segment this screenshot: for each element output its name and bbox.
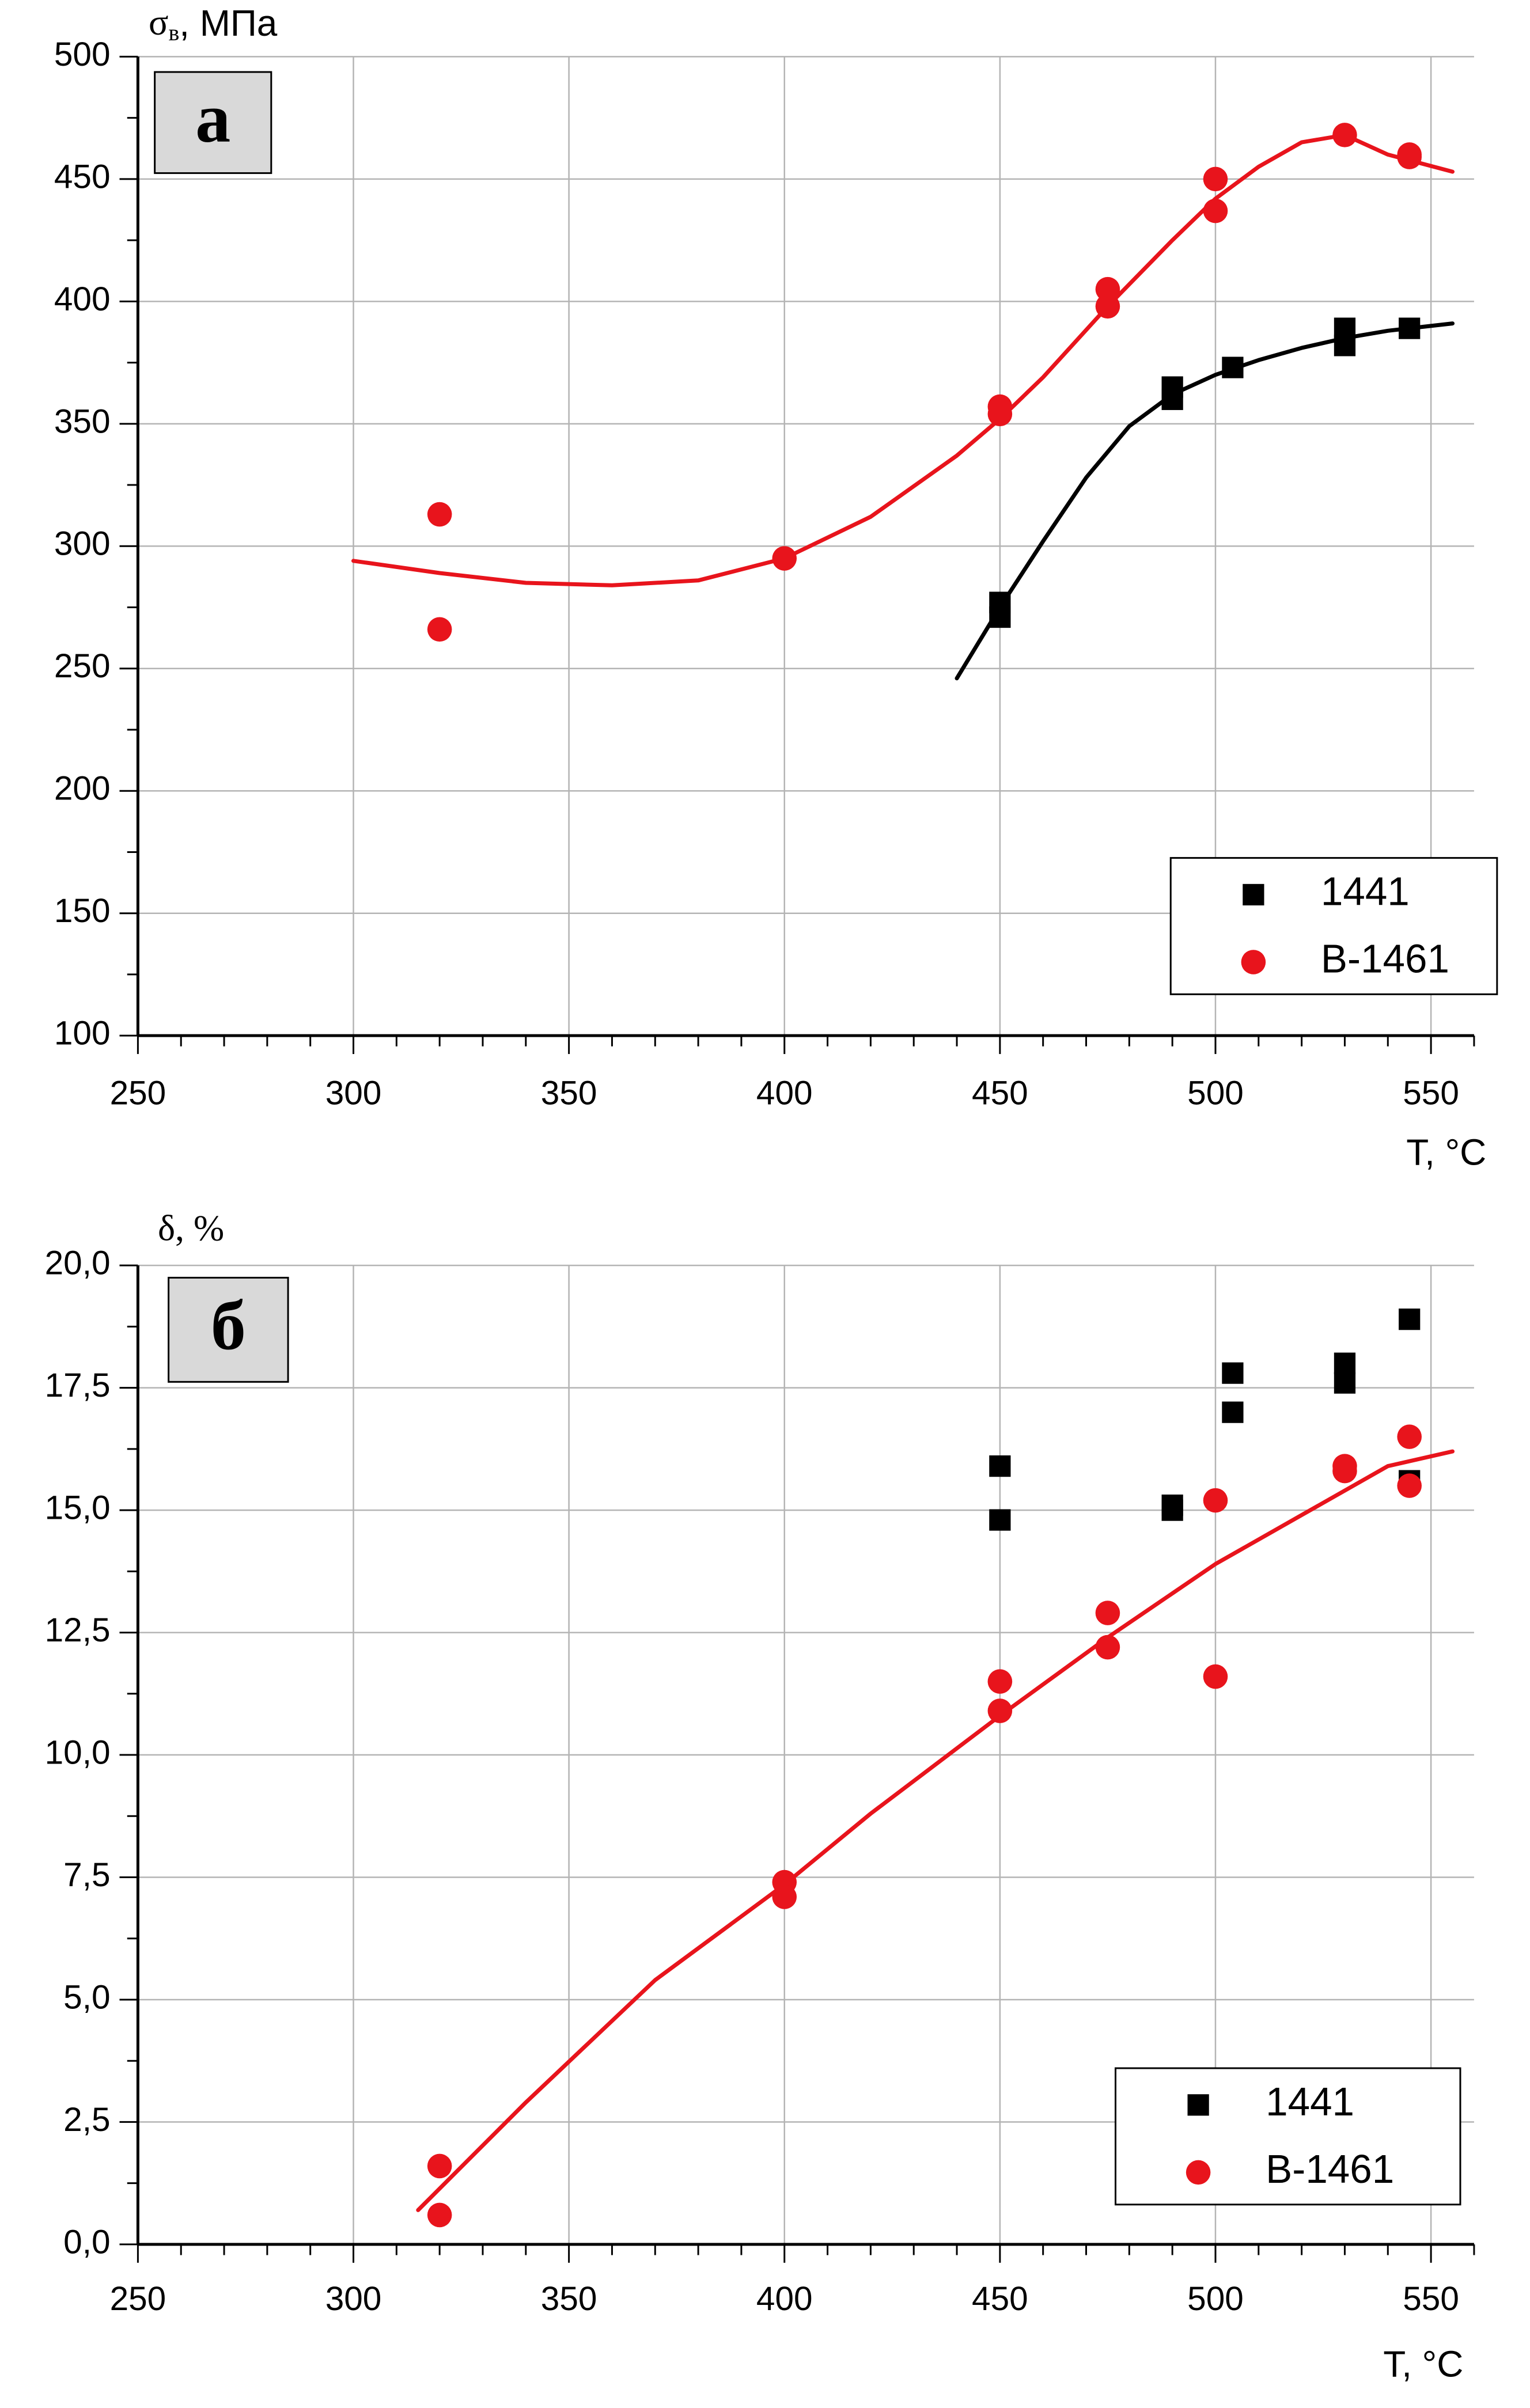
data-point — [1203, 166, 1228, 192]
legend: 1441 В-1461 — [1169, 857, 1498, 995]
panel-badge-box — [168, 1276, 289, 1383]
x-tick-label: 500 — [1187, 2280, 1244, 2318]
data-point — [1161, 376, 1183, 398]
legend: 1441 В-1461 — [1114, 2067, 1461, 2206]
data-point — [989, 1455, 1011, 1477]
x-tick-label: 350 — [541, 1074, 597, 1112]
x-tick-label: 400 — [756, 1074, 813, 1112]
data-point — [1222, 1362, 1244, 1384]
data-point — [1397, 1424, 1422, 1449]
y-tick-label: 300 — [54, 525, 111, 563]
fit-curve — [351, 132, 1455, 587]
legend-marker — [1243, 883, 1264, 906]
chart-panel-1: 250 300 350 400 450 500 550 100 150 200 250 300 350 4… — [54, 2, 1498, 1173]
legend-marker — [1187, 2094, 1209, 2116]
data-point — [1334, 1372, 1356, 1394]
x-tick-label: 400 — [756, 2280, 813, 2318]
y-tick-label: 100 — [54, 1015, 111, 1052]
data-point — [772, 1884, 797, 1909]
data-point — [1095, 1635, 1120, 1660]
y-tick-label: 350 — [54, 403, 111, 440]
data-point — [1397, 142, 1422, 167]
panel-badge-label: б — [211, 1287, 246, 1364]
y-tick-label: 200 — [54, 770, 111, 807]
panel-badge: а — [154, 71, 272, 175]
x-tick-label: 250 — [110, 2280, 166, 2318]
y-tick-label: 150 — [54, 892, 111, 930]
legend-label: 1441 — [1266, 2079, 1354, 2124]
data-point — [1095, 294, 1120, 319]
data-point — [1203, 1664, 1228, 1689]
data-point — [1095, 276, 1120, 302]
y-tick-label: 10,0 — [45, 1734, 111, 1771]
chart-panel-2: 250 300 350 400 450 500 550 0,0 2,5 5,0 7,5 10,0 12,… — [45, 1207, 1475, 2385]
data-point — [1332, 1454, 1357, 1478]
legend-label: В-1461 — [1266, 2147, 1394, 2191]
y-tick-label: 15,0 — [45, 1489, 111, 1527]
x-tick-label: 450 — [972, 1074, 1028, 1112]
panel-badge-box — [154, 71, 272, 175]
y-axis-label: σв, МПа — [149, 2, 278, 45]
data-point — [989, 591, 1011, 613]
data-point — [1334, 317, 1356, 339]
data-point — [427, 2153, 452, 2179]
legend-label: В-1461 — [1321, 936, 1449, 981]
legend-marker — [1186, 2160, 1211, 2185]
y-tick-label: 400 — [54, 280, 111, 318]
data-point — [987, 1698, 1013, 1723]
x-axis-label: T, °C — [1383, 2343, 1463, 2385]
data-point — [987, 1669, 1013, 1694]
data-point — [1334, 1352, 1356, 1374]
data-point — [427, 617, 452, 642]
data-point — [987, 394, 1013, 419]
panel-badge: б — [168, 1276, 289, 1383]
y-tick-label: 5,0 — [63, 1978, 110, 2016]
y-tick-label: 250 — [54, 647, 111, 685]
x-axis-label: T, °C — [1406, 1131, 1486, 1173]
y-tick-label: 2,5 — [63, 2101, 110, 2138]
data-point — [989, 1509, 1011, 1531]
y-tick-label: 500 — [54, 36, 111, 73]
data-point — [1203, 1488, 1228, 1513]
legend-marker — [1241, 950, 1266, 974]
y-axis-label: δ, % — [158, 1207, 224, 1248]
data-point — [1397, 1473, 1422, 1498]
fit-curve — [955, 321, 1455, 681]
x-tick-label: 350 — [541, 2280, 597, 2318]
x-tick-label: 500 — [1187, 1074, 1244, 1112]
data-point — [1222, 1401, 1244, 1423]
data-point — [1203, 198, 1228, 223]
data-point — [1161, 1494, 1183, 1516]
data-point — [772, 546, 797, 571]
y-tick-label: 7,5 — [63, 1856, 110, 1894]
x-tick-label: 550 — [1403, 1074, 1459, 1112]
y-tick-label: 450 — [54, 158, 111, 195]
y-tick-label: 0,0 — [63, 2223, 110, 2261]
legend-box — [1169, 857, 1498, 995]
data-point — [1399, 317, 1421, 339]
y-tick-label: 20,0 — [45, 1245, 111, 1282]
y-tick-label: 17,5 — [45, 1367, 111, 1404]
data-point — [1095, 1601, 1120, 1625]
legend-box — [1114, 2067, 1461, 2206]
x-tick-label: 450 — [972, 2280, 1028, 2318]
data-point — [427, 2202, 452, 2228]
panel-badge-label: а — [195, 79, 230, 157]
data-point — [1332, 123, 1357, 147]
data-point — [1222, 357, 1244, 378]
x-tick-label: 300 — [325, 1074, 382, 1112]
x-tick-label: 250 — [110, 1074, 166, 1112]
data-point — [1399, 1309, 1421, 1330]
legend-label: 1441 — [1321, 869, 1410, 914]
x-tick-label: 300 — [325, 2280, 382, 2318]
x-tick-label: 550 — [1403, 2280, 1459, 2318]
data-point — [427, 502, 452, 527]
y-tick-label: 12,5 — [45, 1611, 111, 1649]
